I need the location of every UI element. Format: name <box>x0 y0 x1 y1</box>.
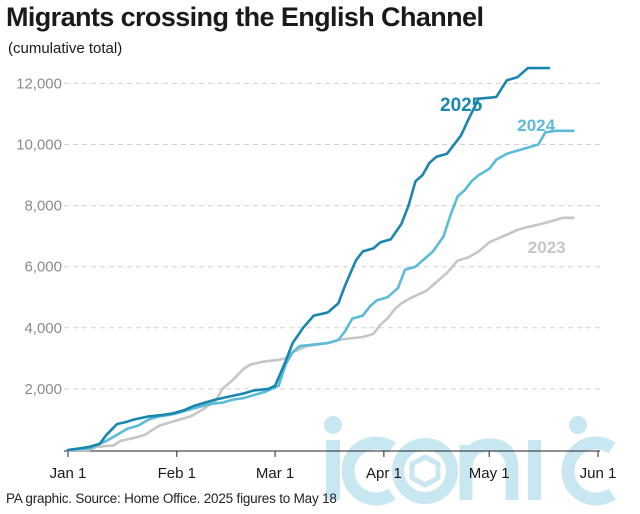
y-tick-label: 12,000 <box>16 75 62 92</box>
y-tick-label: 4,000 <box>24 320 62 337</box>
watermark-dot <box>569 416 587 434</box>
watermark-stroke <box>528 440 541 500</box>
x-tick-label: May 1 <box>469 465 510 482</box>
watermark-stroke <box>326 440 340 500</box>
y-tick-label: 2,000 <box>24 381 62 398</box>
x-tick-label: Mar 1 <box>256 465 294 482</box>
series-label-2025: 2025 <box>440 95 483 116</box>
watermark-stroke <box>561 436 616 506</box>
source-note: PA graphic. Source: Home Office. 2025 fi… <box>6 491 337 506</box>
x-tick-label: Feb 1 <box>158 465 196 482</box>
series-label-2024: 2024 <box>517 116 555 135</box>
y-axis-ticks: 2,000 4,000 6,000 8,000 10,000 12,000 <box>16 75 62 398</box>
watermark-stroke <box>459 438 519 500</box>
series-labels: 2025 2024 2023 <box>440 95 566 257</box>
chart-title: Migrants crossing the English Channel <box>6 2 484 32</box>
watermark-stroke <box>392 438 458 504</box>
series-line-2023 <box>66 216 575 452</box>
x-tick-label: Apr 1 <box>366 465 402 482</box>
y-tick-label: 10,000 <box>16 137 62 154</box>
x-axis: Jan 1 Feb 1 Mar 1 Apr 1 May 1 Jun 1 <box>50 450 617 482</box>
chart-subtitle: (cumulative total) <box>8 40 123 57</box>
watermark-dot <box>324 416 342 434</box>
x-tick-label: Jun 1 <box>580 465 617 482</box>
iconic-watermark <box>324 416 616 506</box>
series-label-2023: 2023 <box>528 238 566 257</box>
y-tick-label: 8,000 <box>24 198 62 215</box>
watermark-hexagon <box>409 454 441 488</box>
series-lines <box>66 66 575 452</box>
watermark-stroke <box>341 436 396 506</box>
x-tick-label: Jan 1 <box>50 465 87 482</box>
y-tick-label: 6,000 <box>24 259 62 276</box>
series-line-2024 <box>66 129 575 452</box>
series-line-2025 <box>66 66 551 452</box>
